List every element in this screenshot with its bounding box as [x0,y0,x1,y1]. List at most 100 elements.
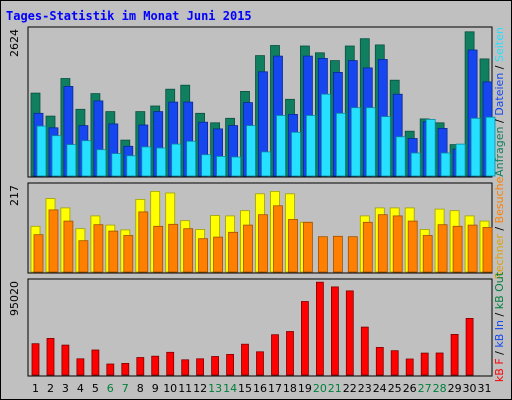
legend-entry: Besuche [493,176,506,223]
y-max-label: 217 [8,185,21,206]
legend-bottom: kB F / kB In / kB Out [493,271,506,382]
bar-seiten-day-15 [246,125,256,177]
x-tick-label: 26 [403,382,417,395]
bar-besuche-day-9 [153,225,164,273]
bar-besuche-day-17 [273,205,283,273]
x-tick-label: 25 [388,382,402,395]
x-tick-label: 1 [32,382,39,395]
bar-seiten-day-19 [305,115,316,177]
bar-seiten-day-25 [395,136,406,177]
bar-seiten-day-5 [96,149,107,177]
legend-top: Anfragen / Dateien / Seiten [493,27,506,177]
x-tick-label: 5 [92,382,99,395]
bar-kbf-day-21 [330,286,339,376]
bar-seiten-day-14 [231,156,242,177]
x-tick-label: 3 [62,382,69,395]
bar-besuche-day-14 [228,231,239,273]
bar-kbf-day-28 [435,352,444,376]
bar-kbf-day-2 [46,337,55,376]
bar-seiten-day-23 [365,107,376,177]
bar-besuche-day-6 [108,230,119,273]
bar-seiten-day-9 [156,147,167,177]
legend-entry: / [493,116,506,127]
bar-besuche-day-11 [183,228,194,273]
bar-seiten-day-27 [425,119,436,177]
bar-seiten-day-26 [410,152,421,177]
legend-entry: / [493,309,506,320]
x-tick-label: 2 [47,382,54,395]
bar-besuche-day-15 [243,224,253,273]
x-tick-label: 15 [238,382,252,395]
bar-kbf-day-8 [136,357,145,376]
bar-kbf-day-4 [76,358,85,376]
bar-besuche-day-26 [407,220,418,273]
bar-besuche-day-22 [347,236,358,273]
bar-besuche-day-23 [362,221,373,273]
bar-kbf-day-11 [181,359,190,376]
bar-seiten-day-18 [291,131,301,177]
x-tick-label: 16 [253,382,267,395]
bar-seiten-day-30 [470,117,481,177]
bar-seiten-day-7 [126,155,137,177]
x-tick-label: 24 [373,382,387,395]
bar-kbf-day-3 [61,344,70,376]
panel-1: 2624 [8,26,496,178]
x-tick-label: 18 [283,382,297,395]
panel-3: 95020 [8,278,493,377]
legend-entry: Seiten [493,27,506,62]
bar-kbf-day-9 [151,355,160,376]
bar-kbf-day-7 [121,362,130,376]
bar-besuche-day-4 [78,240,89,273]
bar-besuche-day-3 [63,220,74,273]
bar-seiten-day-11 [186,140,197,177]
bar-kbf-day-23 [360,326,369,376]
bar-seiten-day-21 [335,112,346,177]
bar-besuche-day-20 [317,236,328,273]
legend-entry: Rechner [493,234,506,280]
bar-kbf-day-16 [256,351,264,376]
x-tick-label: 11 [178,382,192,395]
legend-entry: kB In [493,320,506,348]
x-tick-label: 21 [328,382,342,395]
x-tick-label: 8 [137,382,144,395]
bar-seiten-day-17 [276,115,286,177]
x-tick-label: 20 [313,382,327,395]
legend-entry: / [493,348,506,359]
x-tick-label: 13 [208,382,222,395]
bar-kbf-day-10 [166,351,175,376]
x-tick-label: 17 [268,382,282,395]
x-tick-label: 14 [223,382,237,395]
series-legends: Anfragen / Dateien / Seiten Rechner / Bes… [493,27,506,382]
bar-kbf-day-14 [226,353,235,376]
bar-kbf-day-5 [91,349,100,376]
x-tick-label: 9 [152,382,159,395]
bar-kbf-day-25 [390,350,399,376]
bar-seiten-day-20 [320,93,331,177]
bar-besuche-day-21 [332,235,343,273]
bar-besuche-day-7 [123,235,134,273]
bar-besuche-day-10 [168,223,179,273]
bar-seiten-day-8 [141,146,152,177]
bar-besuche-day-28 [437,224,448,273]
bar-besuche-day-19 [302,221,313,273]
x-axis-tick-labels: 1 2 3 4 5 6 7 8 9 10 11 12 13 14 15 16 17 18 19 20 21 22 23 24 2… [32,382,492,395]
bar-seiten-day-31 [485,116,496,177]
bar-kbf-day-6 [106,363,115,376]
bar-besuche-day-31 [482,227,493,273]
x-tick-label: 28 [433,382,447,395]
bar-seiten-day-22 [350,107,361,177]
x-tick-label: 4 [77,382,84,395]
bar-seiten-day-28 [440,152,451,177]
x-tick-label: 12 [193,382,207,395]
bar-kbf-day-15 [241,343,249,376]
bar-besuche-day-12 [198,238,209,273]
x-tick-label: 10 [163,382,177,395]
bar-kbf-day-13 [211,356,220,376]
legend-entry: kB Out [493,271,506,309]
legend-entry: Dateien [493,73,506,116]
bar-kbf-day-19 [300,301,309,376]
y-max-label: 2624 [8,29,21,57]
x-tick-label: 22 [343,382,357,395]
bar-seiten-day-1 [36,125,47,177]
